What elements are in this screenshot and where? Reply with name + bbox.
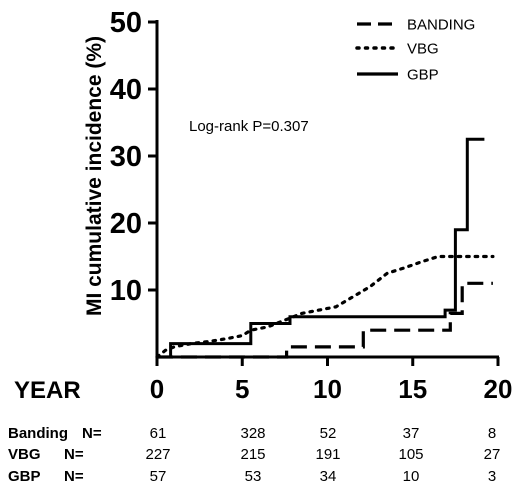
series-line-banding xyxy=(157,281,493,359)
x-tick-label: 20 xyxy=(484,374,513,404)
risk-cell: 34 xyxy=(320,468,337,485)
risk-row-n-label: N= xyxy=(64,446,84,463)
legend-label-banding: BANDING xyxy=(407,17,475,34)
risk-cell: 61 xyxy=(150,425,167,442)
risk-cell: 105 xyxy=(398,446,423,463)
risk-cell: 227 xyxy=(145,446,170,463)
legend: BANDING VBG GBP xyxy=(355,17,475,84)
risk-cell: 8 xyxy=(488,425,496,442)
y-tick-label: 40 xyxy=(110,74,142,106)
x-tick-label: 15 xyxy=(398,374,427,404)
risk-row-label: GBP xyxy=(8,468,41,485)
x-tick-label: 10 xyxy=(313,374,342,404)
risk-cell: 3 xyxy=(488,468,496,485)
series-line-vbg xyxy=(155,254,495,359)
risk-cell: 10 xyxy=(403,468,420,485)
y-tick-label: 30 xyxy=(110,141,142,173)
risk-cell: 27 xyxy=(484,446,501,463)
y-axis-title: MI cumulative incidence (%) xyxy=(83,36,106,316)
legend-label-vbg: VBG xyxy=(407,41,439,58)
series-line-gbp xyxy=(157,137,485,359)
legend-label-gbp: GBP xyxy=(407,67,439,84)
risk-cell: 53 xyxy=(245,468,262,485)
risk-cell: 37 xyxy=(403,425,420,442)
risk-table: Banding N= 61 328 52 37 8 VBG N= 227 215 191 105 27 GB… xyxy=(8,425,500,485)
risk-row-n-label: N= xyxy=(82,425,102,442)
x-axis-title: YEAR xyxy=(14,377,81,404)
risk-row-n-label: N= xyxy=(64,468,84,485)
risk-row-label: VBG xyxy=(8,446,41,463)
x-tick-label: 0 xyxy=(150,374,164,404)
risk-cell: 57 xyxy=(150,468,167,485)
y-tick-label: 10 xyxy=(110,275,142,307)
y-tick-label: 50 xyxy=(110,7,142,39)
risk-cell: 215 xyxy=(240,446,265,463)
plot-area xyxy=(155,137,495,359)
risk-cell: 191 xyxy=(315,446,340,463)
x-tick-label: 5 xyxy=(235,374,249,404)
axes: 10 20 30 40 50 0 5 10 15 20 YEAR MI cumulative inci… xyxy=(14,7,512,404)
logrank-annotation: Log-rank P=0.307 xyxy=(189,118,309,135)
risk-cell: 328 xyxy=(240,425,265,442)
y-tick-label: 20 xyxy=(110,208,142,240)
risk-cell: 52 xyxy=(320,425,337,442)
risk-row-label: Banding xyxy=(8,425,68,442)
